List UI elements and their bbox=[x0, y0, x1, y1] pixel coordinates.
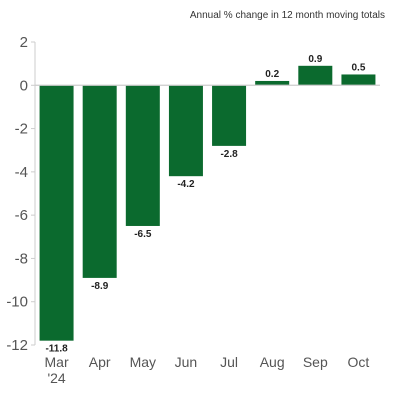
x-tick-label: Jul bbox=[220, 354, 238, 370]
bar bbox=[168, 85, 203, 177]
y-tick-label: -12 bbox=[6, 337, 28, 354]
bar bbox=[125, 85, 160, 226]
x-tick-label: Apr bbox=[89, 354, 111, 370]
data-label: -11.8 bbox=[45, 344, 68, 355]
y-tick-label: -2 bbox=[15, 121, 28, 138]
data-label: -6.5 bbox=[134, 229, 152, 240]
data-label: 0.2 bbox=[265, 69, 279, 80]
y-tick-label: -6 bbox=[15, 207, 28, 224]
x-tick-label: May bbox=[130, 354, 156, 370]
chart-caption: Annual % change in 12 month moving total… bbox=[189, 10, 385, 21]
y-tick-label: -10 bbox=[6, 294, 28, 311]
bar bbox=[255, 80, 290, 86]
bar bbox=[212, 85, 247, 146]
data-label: -8.9 bbox=[91, 281, 109, 292]
data-label: -4.2 bbox=[177, 179, 195, 190]
bar bbox=[298, 65, 333, 86]
x-tick-label: Oct bbox=[348, 354, 370, 370]
x-tick-label: Aug bbox=[260, 354, 285, 370]
y-tick-label: 2 bbox=[20, 34, 28, 51]
y-tick-label: -4 bbox=[15, 164, 28, 181]
data-label: -2.8 bbox=[220, 149, 238, 160]
data-label: 0.9 bbox=[308, 54, 322, 65]
y-tick-label: 0 bbox=[20, 77, 28, 94]
x-tick-label: Sep bbox=[303, 354, 328, 370]
bar bbox=[341, 74, 376, 86]
data-label: 0.5 bbox=[351, 62, 365, 73]
bar bbox=[39, 85, 74, 341]
x-tick-label: Jun bbox=[175, 354, 198, 370]
y-tick-label: -8 bbox=[15, 250, 28, 267]
bar bbox=[82, 85, 117, 278]
x-tick-label: Mar '24 bbox=[45, 354, 69, 386]
